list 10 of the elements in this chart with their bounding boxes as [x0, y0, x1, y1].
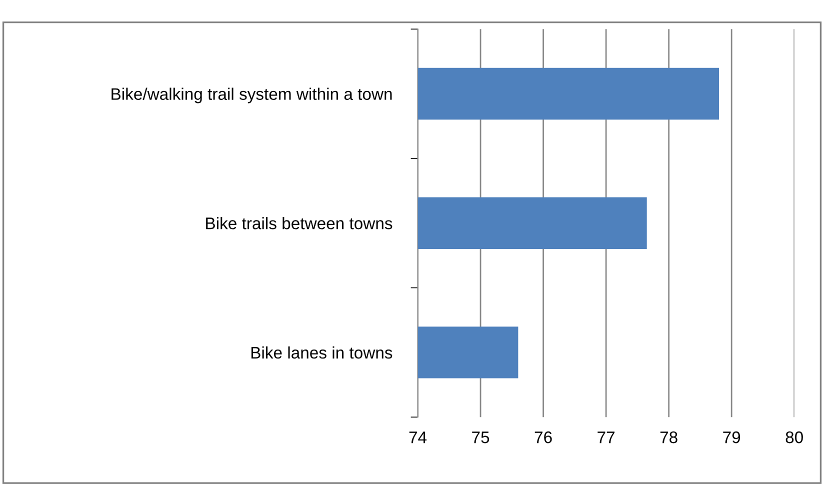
- y-tick-label: Bike trails between towns: [206, 217, 392, 230]
- x-tick-label: 76: [534, 431, 552, 444]
- x-tick-label: 79: [723, 431, 740, 444]
- x-tick-label: 80: [786, 431, 803, 444]
- y-tick-label: Bike/walking trail system within a town: [112, 88, 392, 104]
- x-tick-label: 77: [598, 432, 614, 444]
- x-tick-label: 78: [660, 431, 678, 444]
- x-tick-label: 74: [409, 432, 427, 444]
- x-tick-label: 75: [472, 432, 490, 444]
- y-tick-label: Bike lanes in towns: [251, 346, 392, 359]
